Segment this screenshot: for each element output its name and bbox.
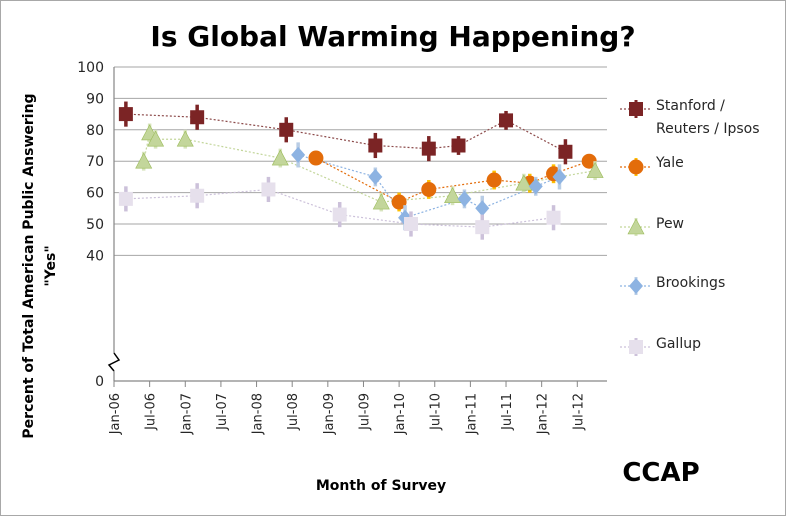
y-tick-60: 60 [86, 186, 104, 202]
data-point-pew-4 [271, 149, 289, 166]
legend-marker-stanford [629, 102, 643, 116]
data-point-brookings-4 [475, 200, 490, 217]
legend-label-stanford-line-1: Stanford / [656, 98, 725, 114]
data-point-pew-5 [372, 193, 390, 210]
x-tick-Jan-09: Jan-09 [322, 393, 337, 435]
x-axis-label: Month of Survey [316, 478, 446, 494]
data-point-gallup-3 [332, 207, 347, 222]
data-point-stanford-2 [279, 122, 294, 137]
x-tick-Jan-10: Jan-10 [393, 393, 408, 435]
data-point-stanford-4 [421, 141, 436, 156]
axis-break-symbol [107, 352, 121, 372]
data-point-stanford-1 [190, 110, 205, 125]
series-lines [125, 113, 596, 228]
data-point-pew-8 [586, 161, 604, 178]
legend-marker-yale [628, 159, 644, 175]
data-point-pew-2 [147, 130, 165, 147]
data-point-stanford-5 [451, 138, 466, 153]
y-tick-100: 100 [77, 60, 104, 76]
data-point-pew-6 [444, 187, 462, 204]
chart-title: Is Global Warming Happening? [150, 20, 635, 53]
x-tick-Jan-06: Jan-06 [108, 393, 123, 435]
y-tick-50: 50 [86, 217, 104, 233]
x-tick-Jan-07: Jan-07 [179, 393, 194, 435]
legend-label-yale: Yale [655, 155, 684, 171]
data-point-brookings-5 [528, 178, 543, 195]
legend-marker-brookings [629, 278, 643, 294]
y-tick-40: 40 [86, 248, 104, 264]
y-tick-70: 70 [86, 154, 104, 170]
legend: Stanford / Reuters / Ipsos Yale Pew Broo… [620, 98, 760, 356]
legend-label-pew: Pew [656, 216, 684, 232]
x-tick-Jul-12: Jul-12 [571, 393, 586, 431]
data-point-gallup-1 [190, 188, 205, 203]
y-axis-label: Percent of Total American Public Answeri… [21, 93, 59, 438]
y-axis-label-line-2: "Yes" [43, 245, 59, 286]
data-point-stanford-6 [499, 113, 514, 128]
data-point-pew-0 [135, 152, 153, 169]
data-point-gallup-6 [546, 210, 561, 225]
data-point-brookings-3 [457, 190, 472, 207]
data-point-brookings-0 [291, 146, 306, 163]
ccap-watermark: CCAP [622, 458, 699, 488]
data-point-pew-3 [176, 130, 194, 147]
axes [107, 67, 607, 387]
series-markers [118, 101, 604, 240]
data-point-yale-6 [581, 153, 597, 169]
data-point-gallup-4 [403, 217, 418, 231]
data-point-stanford-3 [368, 138, 383, 153]
gridlines [114, 66, 607, 256]
x-tick-Jul-07: Jul-07 [215, 393, 230, 431]
data-point-yale-2 [421, 181, 437, 197]
x-tick-Jul-06: Jul-06 [144, 393, 159, 431]
x-tick-labels: Jan-06 Jul-06 Jan-07 Jul-07 Jan-08 Jul-08 Jan-… [108, 393, 586, 435]
x-tick-Jul-08: Jul-08 [286, 393, 301, 431]
x-tick-Jul-11: Jul-11 [500, 393, 515, 431]
data-point-gallup-0 [118, 191, 133, 206]
legend-label-stanford-line-2: Reuters / Ipsos [656, 121, 760, 137]
x-tick-Jan-12: Jan-12 [536, 393, 551, 435]
data-point-brookings-1 [368, 168, 383, 185]
data-point-pew-7 [515, 174, 533, 191]
legend-label-brookings: Brookings [656, 275, 725, 291]
y-tick-0: 0 [95, 374, 104, 390]
y-tick-80: 80 [86, 123, 104, 139]
data-point-stanford-0 [118, 107, 133, 122]
x-tick-Jul-09: Jul-09 [357, 393, 372, 431]
legend-swatches [620, 100, 652, 356]
data-point-gallup-5 [475, 220, 490, 235]
data-point-brookings-6 [552, 168, 567, 185]
legend-label-gallup: Gallup [656, 336, 701, 352]
data-point-stanford-7 [558, 144, 573, 159]
y-tick-labels: 0 40 50 60 70 80 90 100 [77, 60, 104, 390]
x-tick-Jul-10: Jul-10 [429, 393, 444, 431]
y-tick-90: 90 [86, 91, 104, 107]
legend-marker-pew [627, 218, 645, 235]
legend-marker-gallup [629, 340, 643, 354]
data-point-gallup-2 [261, 182, 276, 197]
data-point-yale-0 [308, 150, 324, 166]
x-tick-Jan-11: Jan-11 [464, 393, 479, 435]
data-point-yale-1 [391, 194, 407, 210]
y-axis-label-line-1: Percent of Total American Public Answeri… [21, 93, 37, 438]
data-point-yale-3 [486, 172, 502, 188]
x-tick-Jan-08: Jan-08 [251, 393, 266, 435]
